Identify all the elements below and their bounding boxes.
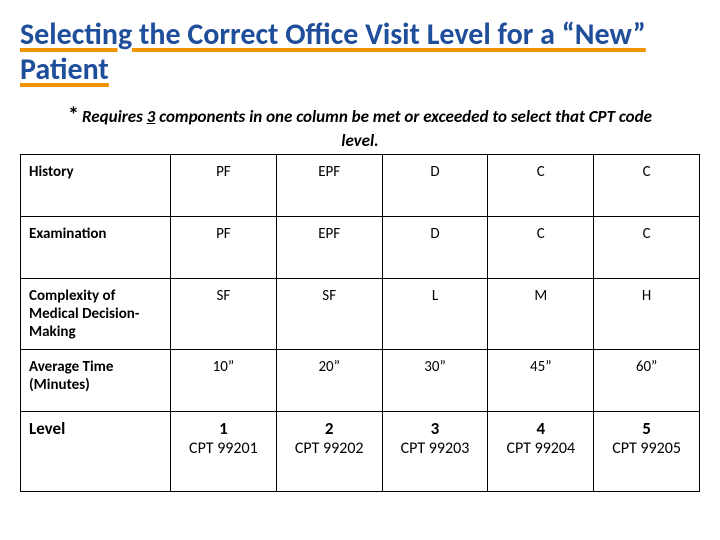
subtitle-container: *Requires 3 components in one column be … [20, 101, 700, 152]
level-cpt: CPT 99201 [189, 439, 258, 458]
level-num: 2 [283, 418, 376, 439]
cell: M [488, 278, 594, 349]
level-cpt: CPT 99203 [401, 439, 470, 458]
level-cell: 5 CPT 99205 [594, 411, 700, 491]
level-cpt: CPT 99202 [295, 439, 364, 458]
table-row: Average Time (Minutes) 10” 20” 30” 45” 6… [21, 349, 700, 411]
cell: PF [171, 154, 277, 216]
table-row-level: Level 1 CPT 99201 2 CPT 99202 3 CPT 9920… [21, 411, 700, 491]
level-cpt: CPT 99205 [612, 439, 681, 458]
row-label-time: Average Time (Minutes) [21, 349, 171, 411]
level-num: 3 [389, 418, 482, 439]
level-num: 5 [600, 418, 693, 439]
cell: 20” [276, 349, 382, 411]
row-label-examination: Examination [21, 216, 171, 278]
cell: L [382, 278, 488, 349]
cpt-table: History PF EPF D C C Examination PF EPF … [20, 154, 700, 492]
cell: C [488, 154, 594, 216]
table-row: History PF EPF D C C [21, 154, 700, 216]
cell: C [488, 216, 594, 278]
cell: C [594, 154, 700, 216]
subtitle-star: * [68, 101, 79, 128]
cell: EPF [276, 154, 382, 216]
row-label-complexity: Complexity of Medical Decision-Making [21, 278, 171, 349]
cell: 60” [594, 349, 700, 411]
subtitle-three: 3 [147, 106, 156, 127]
level-cell: 4 CPT 99204 [488, 411, 594, 491]
cell: SF [171, 278, 277, 349]
level-cell: 1 CPT 99201 [171, 411, 277, 491]
cell: 10” [171, 349, 277, 411]
level-num: 4 [494, 418, 587, 439]
subtitle-pre: Requires [82, 106, 147, 127]
slide-title: Selecting the Correct Office Visit Level… [20, 18, 700, 87]
cell: 45” [488, 349, 594, 411]
level-cell: 2 CPT 99202 [276, 411, 382, 491]
cell: 30” [382, 349, 488, 411]
cell: D [382, 154, 488, 216]
row-label-history: History [21, 154, 171, 216]
level-cell: 3 CPT 99203 [382, 411, 488, 491]
cell: C [594, 216, 700, 278]
level-num: 1 [177, 418, 270, 439]
row-label-level: Level [21, 411, 171, 491]
table-row: Examination PF EPF D C C [21, 216, 700, 278]
subtitle-post: components in one column be met or excee… [155, 106, 652, 151]
table-row: Complexity of Medical Decision-Making SF… [21, 278, 700, 349]
cell: SF [276, 278, 382, 349]
level-cpt: CPT 99204 [506, 439, 575, 458]
cell: EPF [276, 216, 382, 278]
cell: D [382, 216, 488, 278]
cell: H [594, 278, 700, 349]
cell: PF [171, 216, 277, 278]
subtitle: *Requires 3 components in one column be … [50, 101, 670, 152]
